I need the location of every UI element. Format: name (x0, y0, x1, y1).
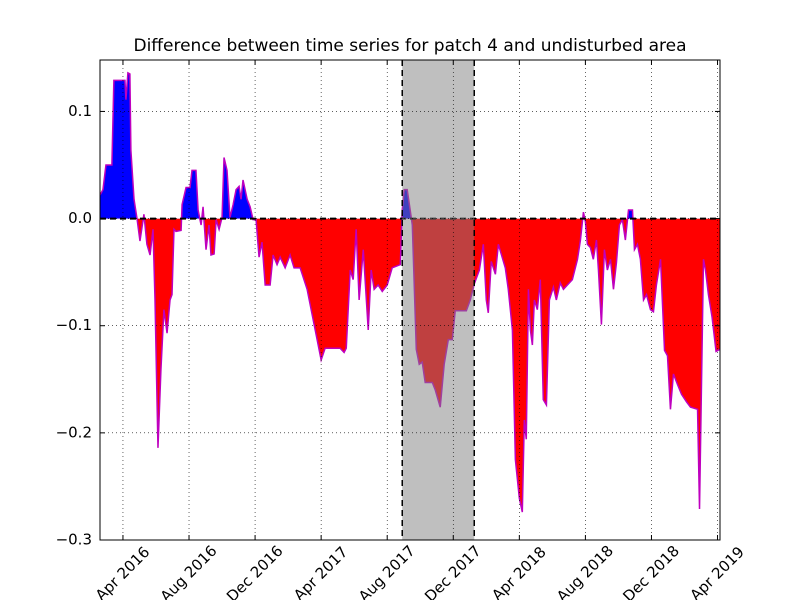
y-tick-label: −0.2 (56, 423, 92, 441)
plot-frame (99, 59, 721, 541)
y-tick-label: −0.1 (56, 316, 92, 334)
y-tick-label: 0.0 (68, 209, 92, 227)
y-tick-label: −0.3 (56, 531, 92, 549)
chart-title: Difference between time series for patch… (133, 36, 686, 56)
highlight-span (402, 60, 475, 540)
y-tick-label: 0.1 (68, 102, 92, 120)
